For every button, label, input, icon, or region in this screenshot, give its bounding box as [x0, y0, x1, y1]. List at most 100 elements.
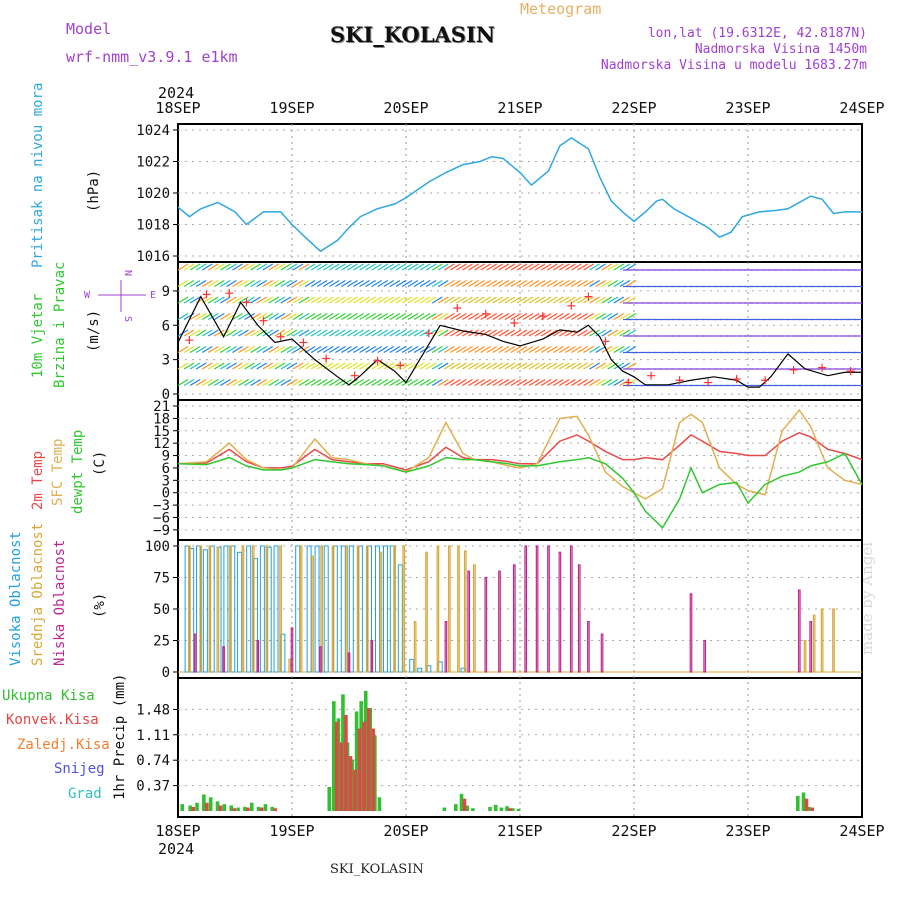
wind-barb — [401, 362, 413, 370]
wind-barb — [359, 362, 370, 370]
compass-e: E — [150, 290, 156, 301]
wind-barb — [377, 345, 389, 354]
wind-barb — [522, 362, 534, 370]
wind-barb — [492, 279, 504, 288]
wind-barb — [552, 312, 564, 321]
wind-barb — [304, 312, 316, 321]
wind-barb — [431, 279, 443, 288]
wind-barb — [450, 263, 461, 271]
total-precip-bar — [505, 806, 509, 811]
wind-barb — [552, 329, 564, 337]
wind-barb — [322, 279, 334, 288]
wind-barb — [250, 279, 261, 288]
tick-label-precip: 1.48 — [136, 702, 170, 718]
wind-barb — [607, 312, 619, 321]
wind-barb — [534, 378, 546, 387]
total-precip-bar — [229, 805, 234, 811]
wind-barb — [298, 362, 310, 370]
wind-barb — [316, 263, 328, 271]
wind-barb — [528, 362, 540, 370]
wind-barb — [353, 312, 364, 321]
day-label-top: 21SEP — [497, 99, 542, 117]
wind-barb — [274, 279, 286, 288]
wind-barb — [565, 362, 576, 370]
wind-barb — [583, 378, 594, 387]
wind-barb — [335, 362, 346, 370]
wind-barb — [571, 362, 582, 370]
wind-barb — [316, 279, 328, 288]
wind-barb — [238, 329, 249, 337]
wind-barb — [322, 329, 334, 337]
temp-panel-labels: 2m Temp SFC Temp dewpt Temp (C) — [30, 430, 108, 514]
wind-barb — [486, 378, 498, 387]
wind-title-1: 10m Vjetar — [30, 294, 46, 378]
wind-barb — [534, 329, 546, 337]
wind-barb — [595, 296, 606, 304]
total-precip-bar — [454, 804, 458, 811]
wind-barb — [462, 378, 473, 387]
wind-barb — [304, 362, 316, 370]
wind-barb — [413, 362, 425, 370]
wind-barb — [335, 263, 346, 271]
low-cloud-bar — [290, 627, 294, 673]
wind-barb — [559, 263, 570, 271]
wind-barb — [395, 362, 407, 370]
wind-barb — [329, 279, 340, 288]
conv-precip-bar — [273, 808, 278, 811]
wind-barb — [250, 296, 261, 304]
wind-barb — [450, 345, 461, 354]
wind-barb — [189, 296, 201, 304]
mid-cloud-bar — [279, 545, 282, 673]
wind-barb — [395, 296, 407, 304]
wind-barb — [195, 263, 207, 271]
low-cloud-bar — [558, 551, 562, 673]
wind-barb — [504, 362, 516, 370]
wind-barb — [444, 329, 455, 337]
wind-barb — [401, 329, 413, 337]
wind-barb — [274, 345, 286, 354]
wind-barb — [480, 329, 491, 337]
wind-barb — [474, 279, 485, 288]
wind-barb — [504, 296, 516, 304]
wind-barb — [425, 279, 437, 288]
wind-barb — [407, 362, 419, 370]
wind-barb — [201, 362, 213, 370]
mid-cloud-bar — [299, 545, 303, 673]
wind-barb — [256, 378, 267, 387]
low-cloud-bar — [484, 576, 488, 673]
wind-barb — [589, 296, 600, 304]
wind-barb — [195, 378, 207, 387]
wind-barb — [280, 263, 292, 271]
pressure-line — [177, 136, 862, 253]
wind-barb — [183, 345, 195, 354]
wind-barb — [322, 312, 334, 321]
wind-barb — [195, 279, 207, 288]
wind-barb — [413, 312, 425, 321]
conv-precip-bar — [339, 742, 344, 811]
wind-barb — [353, 263, 364, 271]
wind-barb — [329, 362, 340, 370]
wind-barb — [256, 263, 267, 271]
wind-barb — [329, 329, 340, 337]
wind-barb — [486, 362, 498, 370]
wind-barb — [304, 279, 316, 288]
mid-cloud-bar — [473, 564, 476, 673]
mid-cloud-bar — [832, 608, 835, 673]
low-cloud-bar — [498, 570, 501, 673]
wind-barb — [504, 329, 516, 337]
total-precip-bar — [236, 807, 240, 811]
low-cloud-bar — [809, 620, 813, 673]
wind-barb — [474, 263, 485, 271]
total-precip-bar — [270, 806, 275, 811]
legend-conv: Konvek.Kisa — [6, 712, 99, 728]
gust-marker — [322, 354, 331, 363]
wind-barb — [383, 329, 395, 337]
wind-barb — [244, 263, 255, 271]
low-cloud-bar — [524, 545, 528, 673]
wind-barb — [456, 362, 467, 370]
wind-barb — [595, 279, 606, 288]
wind-barb — [292, 296, 304, 304]
wind-barb — [250, 345, 261, 354]
wind-barb — [310, 329, 322, 337]
tick-label-pressure: 1018 — [136, 218, 170, 234]
